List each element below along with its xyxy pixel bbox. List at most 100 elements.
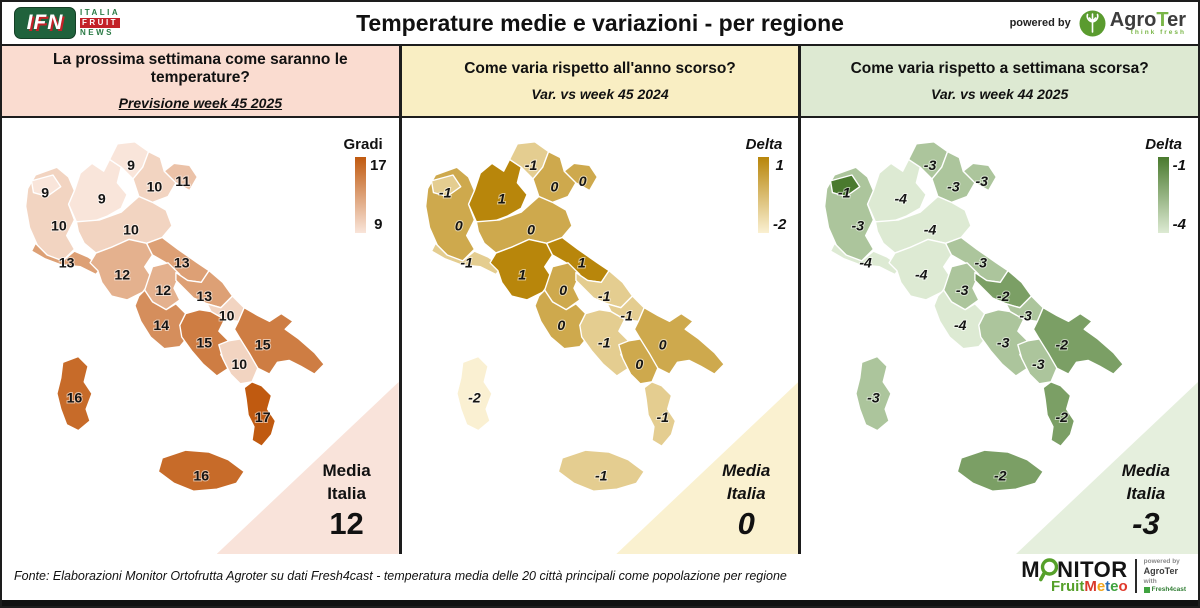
region-value-friuli-venezia-giulia: 11 (175, 173, 190, 189)
media-italia-value: 0 (737, 506, 755, 542)
question-text-1: La prossima settimana come saranno le te… (53, 51, 348, 86)
media-label: Media (1121, 461, 1170, 481)
legend-title: Delta (1145, 136, 1182, 153)
legend-min-value: -2 (772, 216, 787, 233)
region-value-valle-d-aosta: -1 (838, 184, 851, 200)
region-value-liguria: -4 (860, 255, 873, 271)
region-veneto (132, 150, 177, 204)
ifn-line-news: NEWS (80, 28, 114, 37)
italia-label: Italia (726, 484, 766, 504)
ifn-abbr: IFN (26, 11, 64, 34)
region-basilicata (617, 338, 659, 385)
region-value-toscana: -4 (915, 266, 928, 282)
question-box-previsione: La prossima settimana come saranno le te… (2, 46, 399, 116)
region-basilicata (218, 338, 259, 385)
region-friuli-venezia-giulia (962, 162, 998, 192)
region-molise (606, 295, 645, 323)
region-value-campania: 15 (196, 335, 212, 351)
region-value-lazio: 14 (153, 317, 169, 333)
region-veneto (931, 150, 976, 204)
region-value-abruzzo: -1 (598, 288, 611, 304)
region-value-emilia-romagna: 0 (527, 222, 535, 238)
media-italia-value: -3 (1132, 506, 1160, 542)
monitor-fruitmeteo-logo: M NITOR FruitMeteo powered by AgroTer wi… (1021, 558, 1186, 594)
region-value-umbria: -3 (956, 282, 969, 298)
region-calabria (1042, 381, 1076, 447)
legend-delta-anno: Delta 1 -2 (746, 136, 787, 233)
region-value-sardegna: -2 (468, 389, 481, 405)
region-value-lazio: -4 (954, 317, 967, 333)
region-value-umbria: 12 (155, 282, 171, 298)
region-value-veneto: 0 (550, 179, 558, 195)
region-value-sardegna: 16 (67, 389, 83, 405)
fresh4cast-label: Fresh4cast (1143, 586, 1186, 594)
media-italia-block: Media Italia 0 (722, 460, 770, 542)
agroter-tree-icon (1079, 10, 1106, 36)
legend-gradi: Gradi 17 9 (343, 136, 387, 233)
region-value-sicilia: -1 (595, 467, 608, 483)
ifn-logo-icon: IFN (14, 7, 76, 39)
italia-label: Italia (1126, 484, 1166, 504)
region-value-abruzzo: 13 (196, 288, 212, 304)
region-value-veneto: 10 (147, 179, 163, 195)
powered-by-block: powered by AgroTer think fresh (936, 10, 1186, 37)
region-value-friuli-venezia-giulia: 0 (578, 173, 586, 189)
fruitmeteo-wordmark: FruitMeteo (1021, 578, 1128, 595)
region-value-puglia: -2 (1056, 337, 1069, 353)
region-value-sicilia: 16 (193, 467, 209, 483)
region-veneto (531, 150, 577, 204)
ifn-line-italia: ITALIA (80, 8, 121, 17)
region-value-campania: -3 (997, 335, 1010, 351)
question-box-vs-anno-scorso: Come varia rispetto all'anno scorso? Var… (401, 46, 799, 116)
region-value-calabria: 17 (255, 409, 271, 425)
region-friuli-venezia-giulia (163, 162, 199, 192)
region-value-calabria: -1 (656, 409, 669, 425)
region-value-valle-d-aosta: 9 (41, 184, 49, 200)
bottom-black-bar (2, 598, 1198, 606)
monitor-powered-by: powered by AgroTer with Fresh4cast (1143, 558, 1186, 594)
legend-min-value: 9 (374, 216, 383, 233)
ifn-logo: IFN ITALIA FRUIT NEWS (14, 7, 264, 39)
legend-colorbar (1157, 157, 1169, 233)
logo-divider (1134, 559, 1137, 593)
region-value-molise: -3 (1020, 307, 1033, 323)
region-value-liguria: 13 (59, 255, 75, 271)
legend-max-value: 17 (369, 157, 387, 174)
region-valle-d-aosta (430, 174, 462, 198)
region-sardegna (56, 355, 93, 432)
legend-min-value: -4 (1172, 216, 1186, 233)
region-value-puglia: 15 (255, 337, 271, 353)
region-value-piemonte: 0 (455, 218, 463, 234)
legend-max-value: -1 (1172, 157, 1186, 174)
subtitle-week-45-2025: Previsione week 45 2025 (118, 95, 283, 111)
region-value-trentino-alto-adige: 9 (127, 157, 135, 173)
region-valle-d-aosta (30, 174, 62, 198)
legend-delta-settimana: Delta -1 -4 (1145, 136, 1186, 233)
question-text-2: Come varia rispetto all'anno scorso? (464, 60, 736, 77)
legend-max-value: 1 (775, 157, 784, 174)
page-title: Temperature medie e variazioni - per reg… (356, 9, 844, 36)
region-value-basilicata: 10 (231, 356, 247, 372)
region-value-basilicata: -3 (1032, 356, 1045, 372)
region-value-lombardia: 1 (497, 190, 505, 206)
region-basilicata (1017, 338, 1058, 385)
italy-map-vs-settimana-scorsa: -3 -4 -3 -3 -3 -4 -4 -1 -4 -3 -3 -4 -2 -3 -3 -2 -3 -2 -2 -3 (824, 141, 1125, 492)
map-panel-vs-anno-scorso: 0 1 -1 0 0 0 -1 -1 1 1 0 0 -1 -1 -1 0 0 -1 -1 -2 Delta 1 -2… (401, 118, 799, 554)
region-calabria (643, 381, 676, 447)
region-value-piemonte: 10 (51, 218, 67, 234)
agroter-wordmark: AgroTer think fresh (1109, 8, 1186, 36)
media-italia-block: Media Italia 12 (322, 460, 370, 542)
legend-colorbar (354, 157, 366, 233)
region-value-veneto: -3 (947, 179, 960, 195)
footer: Fonte: Elaborazioni Monitor Ortofrutta A… (2, 554, 1198, 598)
region-molise (1005, 295, 1045, 323)
region-value-campania: -1 (598, 335, 611, 351)
monitor-meteo: Meteo (1084, 578, 1128, 595)
region-value-emilia-romagna: -4 (924, 222, 937, 238)
ifn-wordmark: ITALIA FRUIT NEWS (80, 8, 121, 37)
region-value-friuli-venezia-giulia: -3 (976, 173, 989, 189)
media-italia-value: 12 (329, 506, 364, 542)
region-value-lombardia: 9 (98, 190, 106, 206)
